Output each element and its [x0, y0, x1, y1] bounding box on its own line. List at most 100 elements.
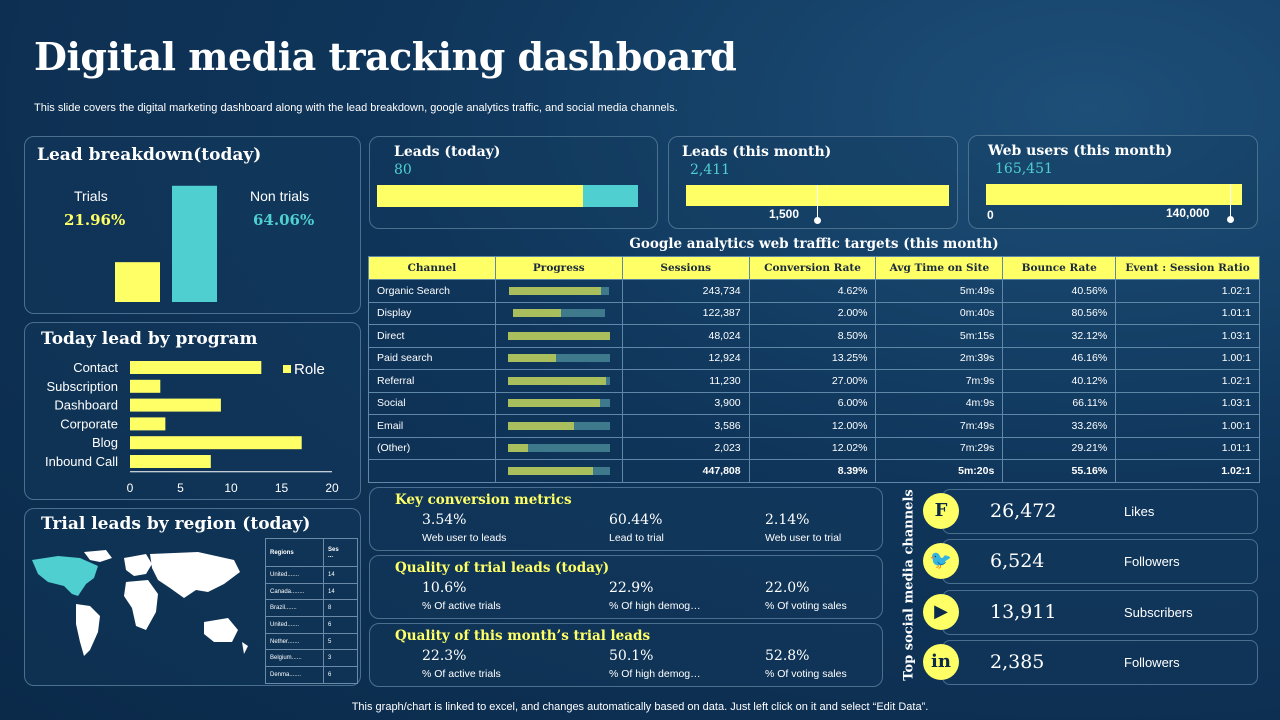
- ga-progress: [494, 346, 623, 370]
- metric-value: 60.44%: [609, 512, 663, 528]
- social-row: [942, 640, 1258, 685]
- legend-label: Role: [294, 361, 325, 378]
- metric-value: 10.6%: [422, 580, 467, 596]
- program-bar: [130, 398, 221, 412]
- program-x-tick: 0: [127, 481, 134, 495]
- social-value: 2,385: [990, 651, 1045, 673]
- ga-time: 2m:39s: [875, 346, 1004, 370]
- ga-bounce: 46.16%: [1002, 346, 1117, 370]
- legend-swatch: [283, 365, 291, 373]
- table-row: Display 122,387 2.00% 0m:40s 80.56% 1.01:1: [368, 301, 1260, 325]
- trial-quality-month-panel: [369, 623, 883, 687]
- metric-label: % Of voting sales: [765, 600, 847, 612]
- metric-value: 22.0%: [765, 580, 810, 596]
- program-bar: [130, 417, 166, 431]
- progress-fill: [508, 286, 601, 295]
- social-label: Followers: [1124, 554, 1180, 569]
- region-value: 14: [323, 582, 358, 601]
- ga-header: Bounce Rate: [1002, 256, 1117, 280]
- ga-ratio: 1.01:1: [1115, 436, 1260, 460]
- metric-panel-title: Quality of trial leads (today): [395, 560, 610, 576]
- region-name: Brazil.......: [265, 599, 324, 618]
- ga-progress: [494, 301, 623, 325]
- leads-today-fill: [377, 185, 584, 207]
- ga-ratio: 1.00:1: [1115, 346, 1260, 370]
- region-name: Canada........: [265, 582, 324, 601]
- ga-sessions: 447,808: [621, 459, 750, 483]
- ga-conversion: 12.02%: [748, 436, 877, 460]
- metric-panel-title: Key conversion metrics: [395, 492, 572, 508]
- progress-fill: [507, 466, 594, 475]
- program-bar: [130, 455, 211, 468]
- ga-channel: Paid search: [368, 346, 496, 370]
- social-value: 13,911: [990, 601, 1057, 623]
- region-value: 8: [323, 599, 358, 618]
- program-category-label: Corporate: [60, 416, 118, 431]
- ga-progress: [494, 436, 623, 460]
- twitter-icon: 🐦: [923, 543, 959, 579]
- facebook-icon: F: [923, 493, 959, 529]
- ga-progress: [494, 414, 623, 438]
- social-title: Top social media channels: [901, 489, 917, 681]
- ga-header: Event : Session Ratio: [1115, 256, 1260, 280]
- web-users-marker: [1230, 184, 1231, 218]
- progress-track: [507, 466, 610, 475]
- ga-channel: Direct: [368, 324, 496, 348]
- ga-time: 7m:49s: [875, 414, 1004, 438]
- ga-time: 5m:20s: [875, 459, 1004, 483]
- ga-bounce: 32.12%: [1002, 324, 1117, 348]
- social-value: 26,472: [990, 500, 1057, 522]
- progress-track: [507, 444, 610, 453]
- leads-month-marker-label: 1,500: [769, 207, 800, 221]
- program-x-tick: 5: [177, 481, 184, 495]
- ga-conversion: 27.00%: [748, 369, 877, 393]
- program-bar: [130, 436, 302, 450]
- non-trials-value: 64.06%: [253, 211, 315, 229]
- ga-conversion: 8.50%: [748, 324, 877, 348]
- ga-header: Progress: [494, 256, 623, 280]
- metric-value: 22.3%: [422, 648, 467, 664]
- ga-time: 4m:9s: [875, 391, 1004, 415]
- ga-channel: Organic Search: [368, 279, 496, 303]
- social-row: [942, 489, 1258, 534]
- ga-time: 5m:15s: [875, 324, 1004, 348]
- metric-value: 50.1%: [609, 648, 654, 664]
- conversion-metrics-panel: [369, 487, 883, 551]
- page-title: Digital media tracking dashboard: [34, 34, 737, 79]
- trials-value: 21.96%: [64, 211, 126, 229]
- progress-track: [507, 354, 610, 363]
- lead-bar-non-trials: [172, 185, 217, 302]
- lead-bar-trials: [115, 262, 160, 302]
- ga-conversion: 4.62%: [748, 279, 877, 303]
- ga-sessions: 12,924: [621, 346, 750, 370]
- table-row: Direct 48,024 8.50% 5m:15s 32.12% 1.03:1: [368, 324, 1260, 348]
- ga-bounce: 40.12%: [1002, 369, 1117, 393]
- region-name: United.......: [265, 616, 324, 634]
- leads-today-value: 80: [394, 162, 412, 178]
- leads-month-value: 2,411: [690, 162, 731, 178]
- lead-breakdown-title: Lead breakdown(today): [37, 145, 262, 165]
- ga-sessions: 3,586: [621, 414, 750, 438]
- progress-fill: [507, 331, 610, 340]
- social-value: 6,524: [990, 550, 1045, 572]
- ga-sessions: 11,230: [621, 369, 750, 393]
- ga-progress: [494, 279, 623, 303]
- region-value: 5: [323, 632, 358, 651]
- ga-channel: Social: [368, 391, 496, 415]
- ga-ratio: 1.03:1: [1115, 391, 1260, 415]
- program-category-label: Dashboard: [54, 398, 118, 413]
- ga-header: Channel: [368, 256, 496, 280]
- ga-ratio: 1.02:1: [1115, 369, 1260, 393]
- web-users-min-label: 0: [987, 208, 994, 222]
- ga-conversion: 12.00%: [748, 414, 877, 438]
- table-row: Paid search 12,924 13.25% 2m:39s 46.16% 1.00:…: [368, 346, 1260, 370]
- ga-ratio: 1.02:1: [1115, 459, 1260, 483]
- web-users-marker-dot: [1227, 216, 1234, 223]
- ga-bounce: 40.56%: [1002, 279, 1117, 303]
- metric-label: Web user to leads: [422, 532, 507, 544]
- leads-today-card: [369, 136, 658, 229]
- social-label: Likes: [1124, 504, 1155, 519]
- progress-track: [507, 376, 610, 385]
- ga-sessions: 122,387: [621, 301, 750, 325]
- ga-sessions: 243,734: [621, 279, 750, 303]
